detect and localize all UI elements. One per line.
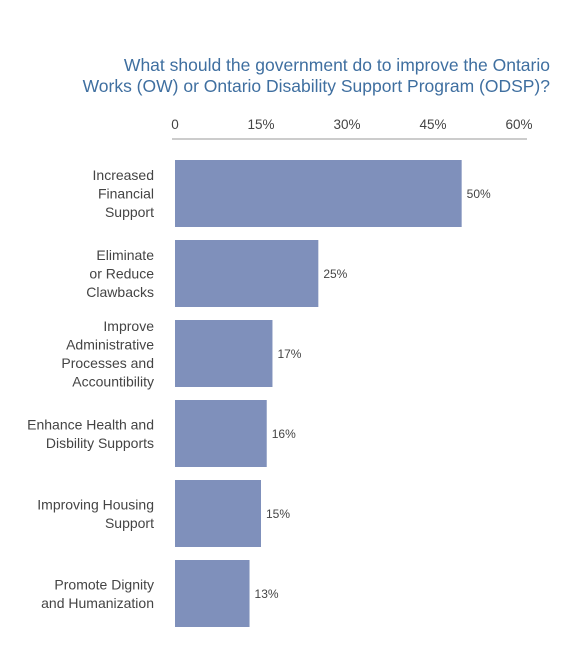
category-label-0-line-0: Increased (93, 167, 154, 183)
value-label-2: 17% (277, 347, 301, 361)
category-label-1-line-2: Clawbacks (86, 284, 154, 300)
category-label-5-line-1: and Humanization (41, 595, 154, 611)
x-tick-label-2: 30% (333, 117, 360, 132)
bar-4 (175, 480, 261, 547)
category-label-5: Promote Dignity and Humanization (41, 576, 154, 611)
category-label-0-line-2: Support (105, 204, 154, 220)
bar-5 (175, 560, 250, 627)
bar-1 (175, 240, 319, 307)
category-label-5-line-0: Promote Dignity (54, 576, 154, 592)
value-label-4: 15% (266, 507, 290, 521)
value-label-0: 50% (467, 187, 491, 201)
x-tick-label-0: 0 (171, 117, 179, 132)
category-label-2-line-0: Improve (103, 318, 154, 334)
x-tick-label-1: 15% (247, 117, 274, 132)
category-label-3-line-1: Disbility Supports (46, 435, 154, 451)
value-label-3: 16% (272, 427, 296, 441)
bar-2 (175, 320, 273, 387)
category-label-4-line-1: Support (105, 515, 154, 531)
category-label-0-line-1: Financial (98, 186, 154, 202)
bar-3 (175, 400, 267, 467)
bar-0 (175, 160, 462, 227)
chart-title: What should the government do to improve… (10, 55, 550, 97)
chart-title-line-1: What should the government do to improve… (123, 55, 550, 75)
category-label-1: Eliminate or Reduce Clawbacks (86, 247, 154, 300)
category-label-2-line-2: Processes and (61, 355, 154, 371)
category-label-2: Improve Administrative Processes and Accoun… (61, 318, 154, 390)
category-label-1-line-0: Eliminate (96, 247, 154, 263)
category-label-0: Increased Financial Support (93, 167, 155, 220)
category-label-1-line-1: or Reduce (89, 266, 154, 282)
value-label-1: 25% (323, 267, 347, 281)
category-label-2-line-3: Accountibility (72, 373, 154, 389)
category-label-3: Enhance Health and Disbility Supports (27, 416, 154, 451)
value-label-5: 13% (255, 587, 279, 601)
chart-title-line-2: Works (OW) or Ontario Disability Support… (82, 76, 550, 96)
x-tick-label-3: 45% (419, 117, 446, 132)
category-label-4-line-0: Improving Housing (37, 496, 154, 512)
category-label-3-line-0: Enhance Health and (27, 416, 154, 432)
category-label-4: Improving Housing Support (37, 496, 154, 531)
category-label-2-line-1: Administrative (66, 336, 154, 352)
x-tick-label-4: 60% (505, 117, 532, 132)
